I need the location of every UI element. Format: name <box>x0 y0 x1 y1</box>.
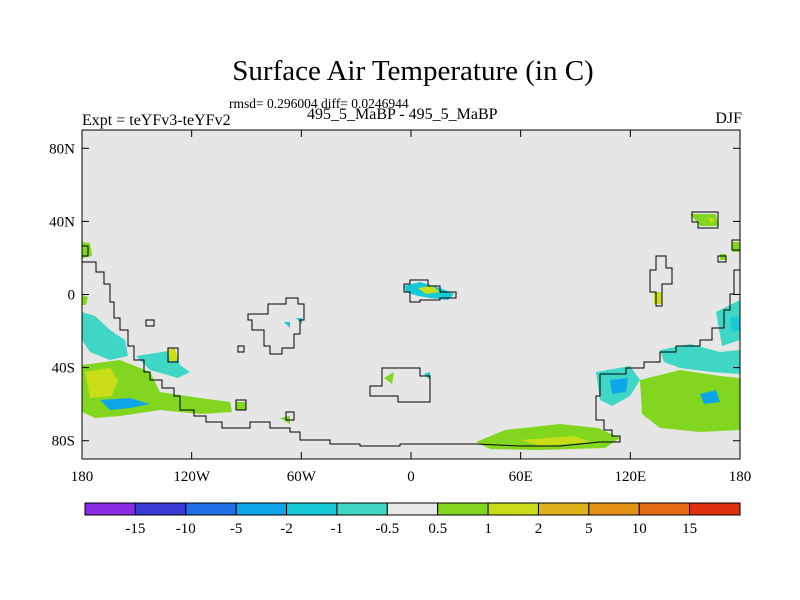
colorbar-label: -2 <box>280 521 293 537</box>
colorbar-swatch <box>537 502 590 516</box>
colorbar-swatch <box>588 502 640 516</box>
field-patch <box>690 214 718 226</box>
field-patch <box>284 322 290 328</box>
colorbar-label: 1 <box>484 521 492 537</box>
field-patch <box>384 372 394 384</box>
field-patch <box>730 316 740 332</box>
season-label: DJF <box>715 110 742 127</box>
coastline <box>403 279 457 303</box>
x-tick-label: 180 <box>729 469 752 485</box>
y-tick-label: 40N <box>49 214 75 230</box>
colorbar-swatch <box>336 502 388 516</box>
field-patch <box>610 378 628 394</box>
x-tick-label: 60E <box>509 469 533 485</box>
field-patch <box>700 390 720 404</box>
stats-text: rmsd= 0.296004 diff= 0.0246944 <box>229 96 409 111</box>
field-patch <box>660 344 740 374</box>
x-tick-label: 120W <box>173 469 211 485</box>
colorbar-swatch <box>185 502 237 516</box>
colorbar-swatch <box>134 502 187 516</box>
field-patch <box>82 312 128 360</box>
coastline <box>731 239 740 251</box>
coastline <box>237 345 245 353</box>
field-patch <box>720 254 726 260</box>
coastline <box>475 374 621 447</box>
colorbar-label: 0.5 <box>428 521 447 537</box>
colorbar-label: -5 <box>230 521 243 537</box>
x-tick-label: 120E <box>614 469 646 485</box>
y-tick-label: 80N <box>49 141 75 157</box>
field-patch <box>654 292 662 304</box>
colorbar-swatch <box>487 502 539 516</box>
field-patch <box>85 368 118 398</box>
coastline <box>717 255 727 263</box>
coastline <box>649 255 673 307</box>
colorbar-swatch <box>84 502 136 516</box>
x-tick-label: 0 <box>407 469 415 485</box>
field-patch <box>716 300 740 346</box>
field-patch <box>236 402 246 410</box>
colorbar-swatch <box>437 502 489 516</box>
colorbar-label: -15 <box>125 521 145 537</box>
coastline <box>691 211 719 229</box>
coastline <box>82 245 89 257</box>
coastline <box>247 297 305 355</box>
field-patch <box>520 436 590 446</box>
colorbar-label: 15 <box>682 521 697 537</box>
field-patch <box>168 348 178 362</box>
y-tick-label: 80S <box>52 434 75 450</box>
experiment-label: Expt = teYFv3-teYFv2 <box>82 112 231 129</box>
coastlines <box>82 211 740 447</box>
colorbar-swatch <box>638 502 691 516</box>
coastline <box>235 399 247 411</box>
colorbar-swatch <box>286 502 338 516</box>
colorbar-swatch <box>386 502 439 516</box>
plot-title: Surface Air Temperature (in C) <box>232 55 594 87</box>
colorbar-label: 10 <box>632 521 647 537</box>
coastline <box>167 347 179 363</box>
coastline <box>145 319 155 327</box>
x-tick-label: 180 <box>71 469 94 485</box>
coastline <box>82 261 476 447</box>
field-patch <box>640 370 740 432</box>
axis-ticks: 180 120W 60W 0 60E 120E 180 80N 40N 0 40S 80S <box>49 130 751 485</box>
colorbar-swatch <box>689 502 741 516</box>
x-tick-label: 60W <box>287 469 317 485</box>
field-patch <box>100 398 150 410</box>
case-label: 495_5_MaBP - 495_5_MaBP <box>307 106 498 123</box>
coastline <box>600 269 740 375</box>
colorbar: -15 -10 -5 -2 -1 -0.5 0.5 1 2 5 10 15 <box>84 502 741 537</box>
field-patch <box>418 286 440 294</box>
colorbar-label: -1 <box>331 521 344 537</box>
colorbar-label: 2 <box>535 521 543 537</box>
colorbar-label: 5 <box>585 521 593 537</box>
map-frame-group <box>81 129 741 460</box>
colorbar-label: -0.5 <box>375 521 399 537</box>
y-tick-label: 40S <box>52 361 75 377</box>
field-patch <box>708 218 714 224</box>
coastline <box>369 367 431 403</box>
field-patches <box>82 214 740 450</box>
field-patch <box>280 416 290 424</box>
colorbar-swatch <box>235 502 288 516</box>
y-tick-label: 0 <box>68 288 76 304</box>
field-patch <box>82 295 88 305</box>
colorbar-label: -10 <box>176 521 196 537</box>
coastline <box>285 411 295 421</box>
